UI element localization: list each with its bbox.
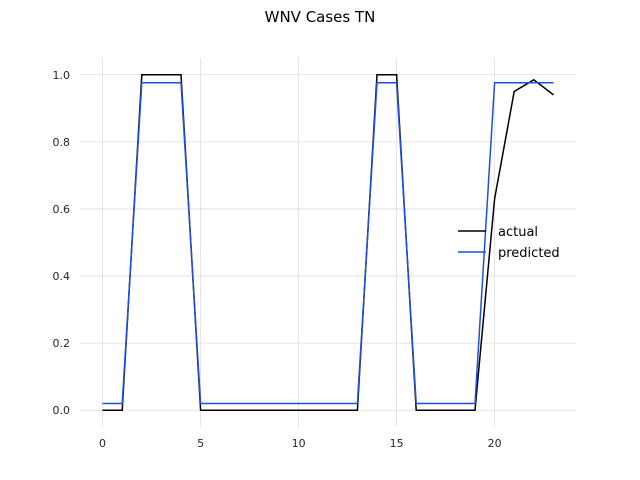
x-tick-label: 0 <box>99 437 106 450</box>
x-tick-label: 15 <box>390 437 404 450</box>
legend: actual predicted <box>458 225 560 261</box>
x-tick-label: 20 <box>488 437 502 450</box>
y-tick-label: 0.2 <box>53 337 71 350</box>
series-line-actual <box>102 74 554 411</box>
series-line-predicted <box>102 82 554 405</box>
legend-label-actual: actual <box>498 225 538 240</box>
y-tick-label: 0.4 <box>53 270 71 283</box>
y-tick-label: 1.0 <box>53 69 71 82</box>
y-tick-label: 0.8 <box>53 136 71 149</box>
tick-layer: 0 5 10 15 20 0.0 0.2 0.4 0.6 0.8 1.0 <box>53 69 502 450</box>
x-tick-label: 10 <box>292 437 306 450</box>
y-tick-label: 0.6 <box>53 203 71 216</box>
grid-layer <box>80 58 576 427</box>
series-layer <box>102 74 554 411</box>
x-tick-label: 5 <box>197 437 204 450</box>
y-tick-label: 0.0 <box>53 404 71 417</box>
chart-title: WNV Cases TN <box>265 8 376 26</box>
legend-label-predicted: predicted <box>498 246 560 261</box>
